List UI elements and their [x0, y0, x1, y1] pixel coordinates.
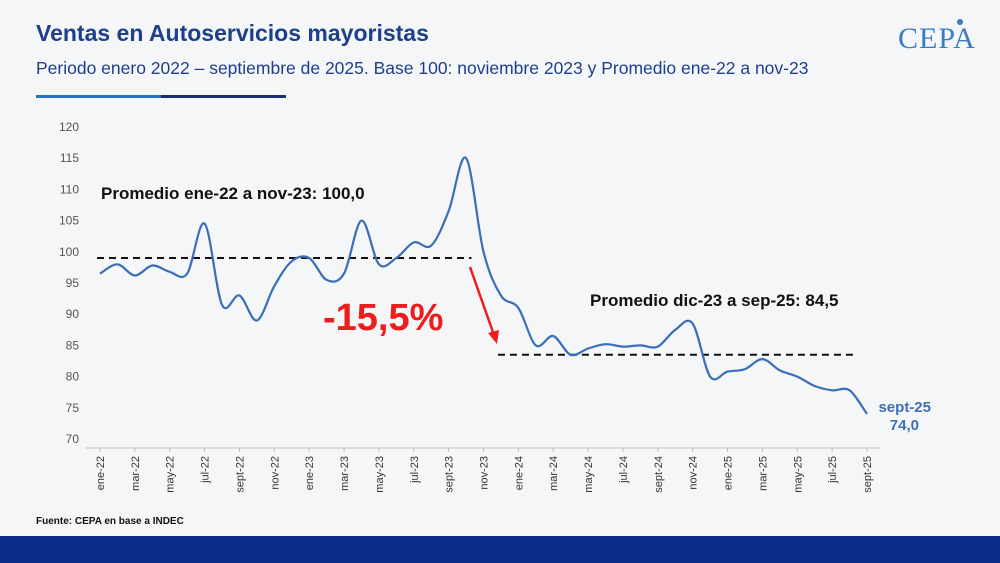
- x-tick-label: ene-23: [304, 456, 316, 490]
- x-tick-label: jul-25: [827, 456, 839, 484]
- last-value-label: 74,0: [890, 417, 919, 434]
- x-tick-label: may-22: [165, 456, 177, 493]
- x-tick-label: may-23: [374, 456, 386, 493]
- x-tick-label: ene-25: [723, 456, 735, 490]
- x-tick-label: mar-22: [130, 456, 142, 491]
- logo-star-icon: [957, 19, 963, 25]
- y-tick-label: 115: [60, 151, 79, 165]
- y-tick-label: 120: [59, 120, 79, 134]
- x-tick-label: may-24: [583, 456, 595, 493]
- change-arrow-head-icon: [488, 330, 499, 344]
- x-tick-label: may-25: [792, 456, 804, 493]
- source-note: Fuente: CEPA en base a INDEC: [36, 516, 184, 527]
- y-tick-label: 90: [66, 307, 80, 321]
- x-tick-label: jul-24: [618, 456, 630, 484]
- x-tick-label: sept-22: [234, 456, 246, 493]
- y-tick-label: 105: [59, 214, 79, 228]
- line-chart: 70 75 80 85 90 95 100 105 110 115 120 ene-22 mar-22 m…: [59, 120, 931, 493]
- x-tick-label: jul-23: [409, 456, 421, 484]
- x-tick-label: sept-25: [862, 456, 874, 493]
- y-tick-label: 85: [66, 338, 80, 352]
- y-tick-label: 75: [66, 401, 80, 415]
- chart-title: Ventas en Autoservicios mayoristas: [36, 20, 429, 46]
- y-tick-label: 110: [60, 182, 79, 196]
- x-tick-label: mar-25: [757, 456, 769, 491]
- x-tick-label: ene-22: [95, 456, 107, 490]
- x-tick-label: nov-22: [269, 456, 281, 490]
- y-tick-label: 80: [66, 370, 80, 384]
- chart-subtitle: Periodo enero 2022 – septiembre de 2025.…: [36, 58, 809, 78]
- x-tick-label: nov-23: [479, 456, 491, 490]
- y-tick-label: 100: [59, 245, 79, 259]
- x-tick-label: sept-23: [444, 456, 456, 493]
- footer-bar: [0, 536, 1000, 563]
- change-arrow-line: [468, 266, 496, 336]
- average-label-2022-2023: Promedio ene-22 a nov-23: 100,0: [101, 184, 365, 203]
- change-percent-label: -15,5%: [323, 297, 443, 339]
- x-tick-label: mar-23: [339, 456, 351, 491]
- average-label-2023-2025: Promedio dic-23 a sep-25: 84,5: [590, 291, 839, 310]
- title-underline: [36, 95, 286, 98]
- x-tick-label: mar-24: [548, 456, 560, 491]
- x-tick-label: sept-24: [653, 456, 665, 493]
- y-tick-label: 95: [66, 276, 80, 290]
- x-tick-label: ene-24: [513, 456, 525, 490]
- sales-series-line: [99, 156, 868, 415]
- cepa-logo: CEPA: [898, 22, 976, 55]
- x-tick-label: nov-24: [688, 456, 700, 490]
- last-period-label: sept-25: [878, 399, 931, 416]
- y-tick-label: 70: [66, 432, 80, 446]
- x-tick-label: jul-22: [200, 456, 212, 484]
